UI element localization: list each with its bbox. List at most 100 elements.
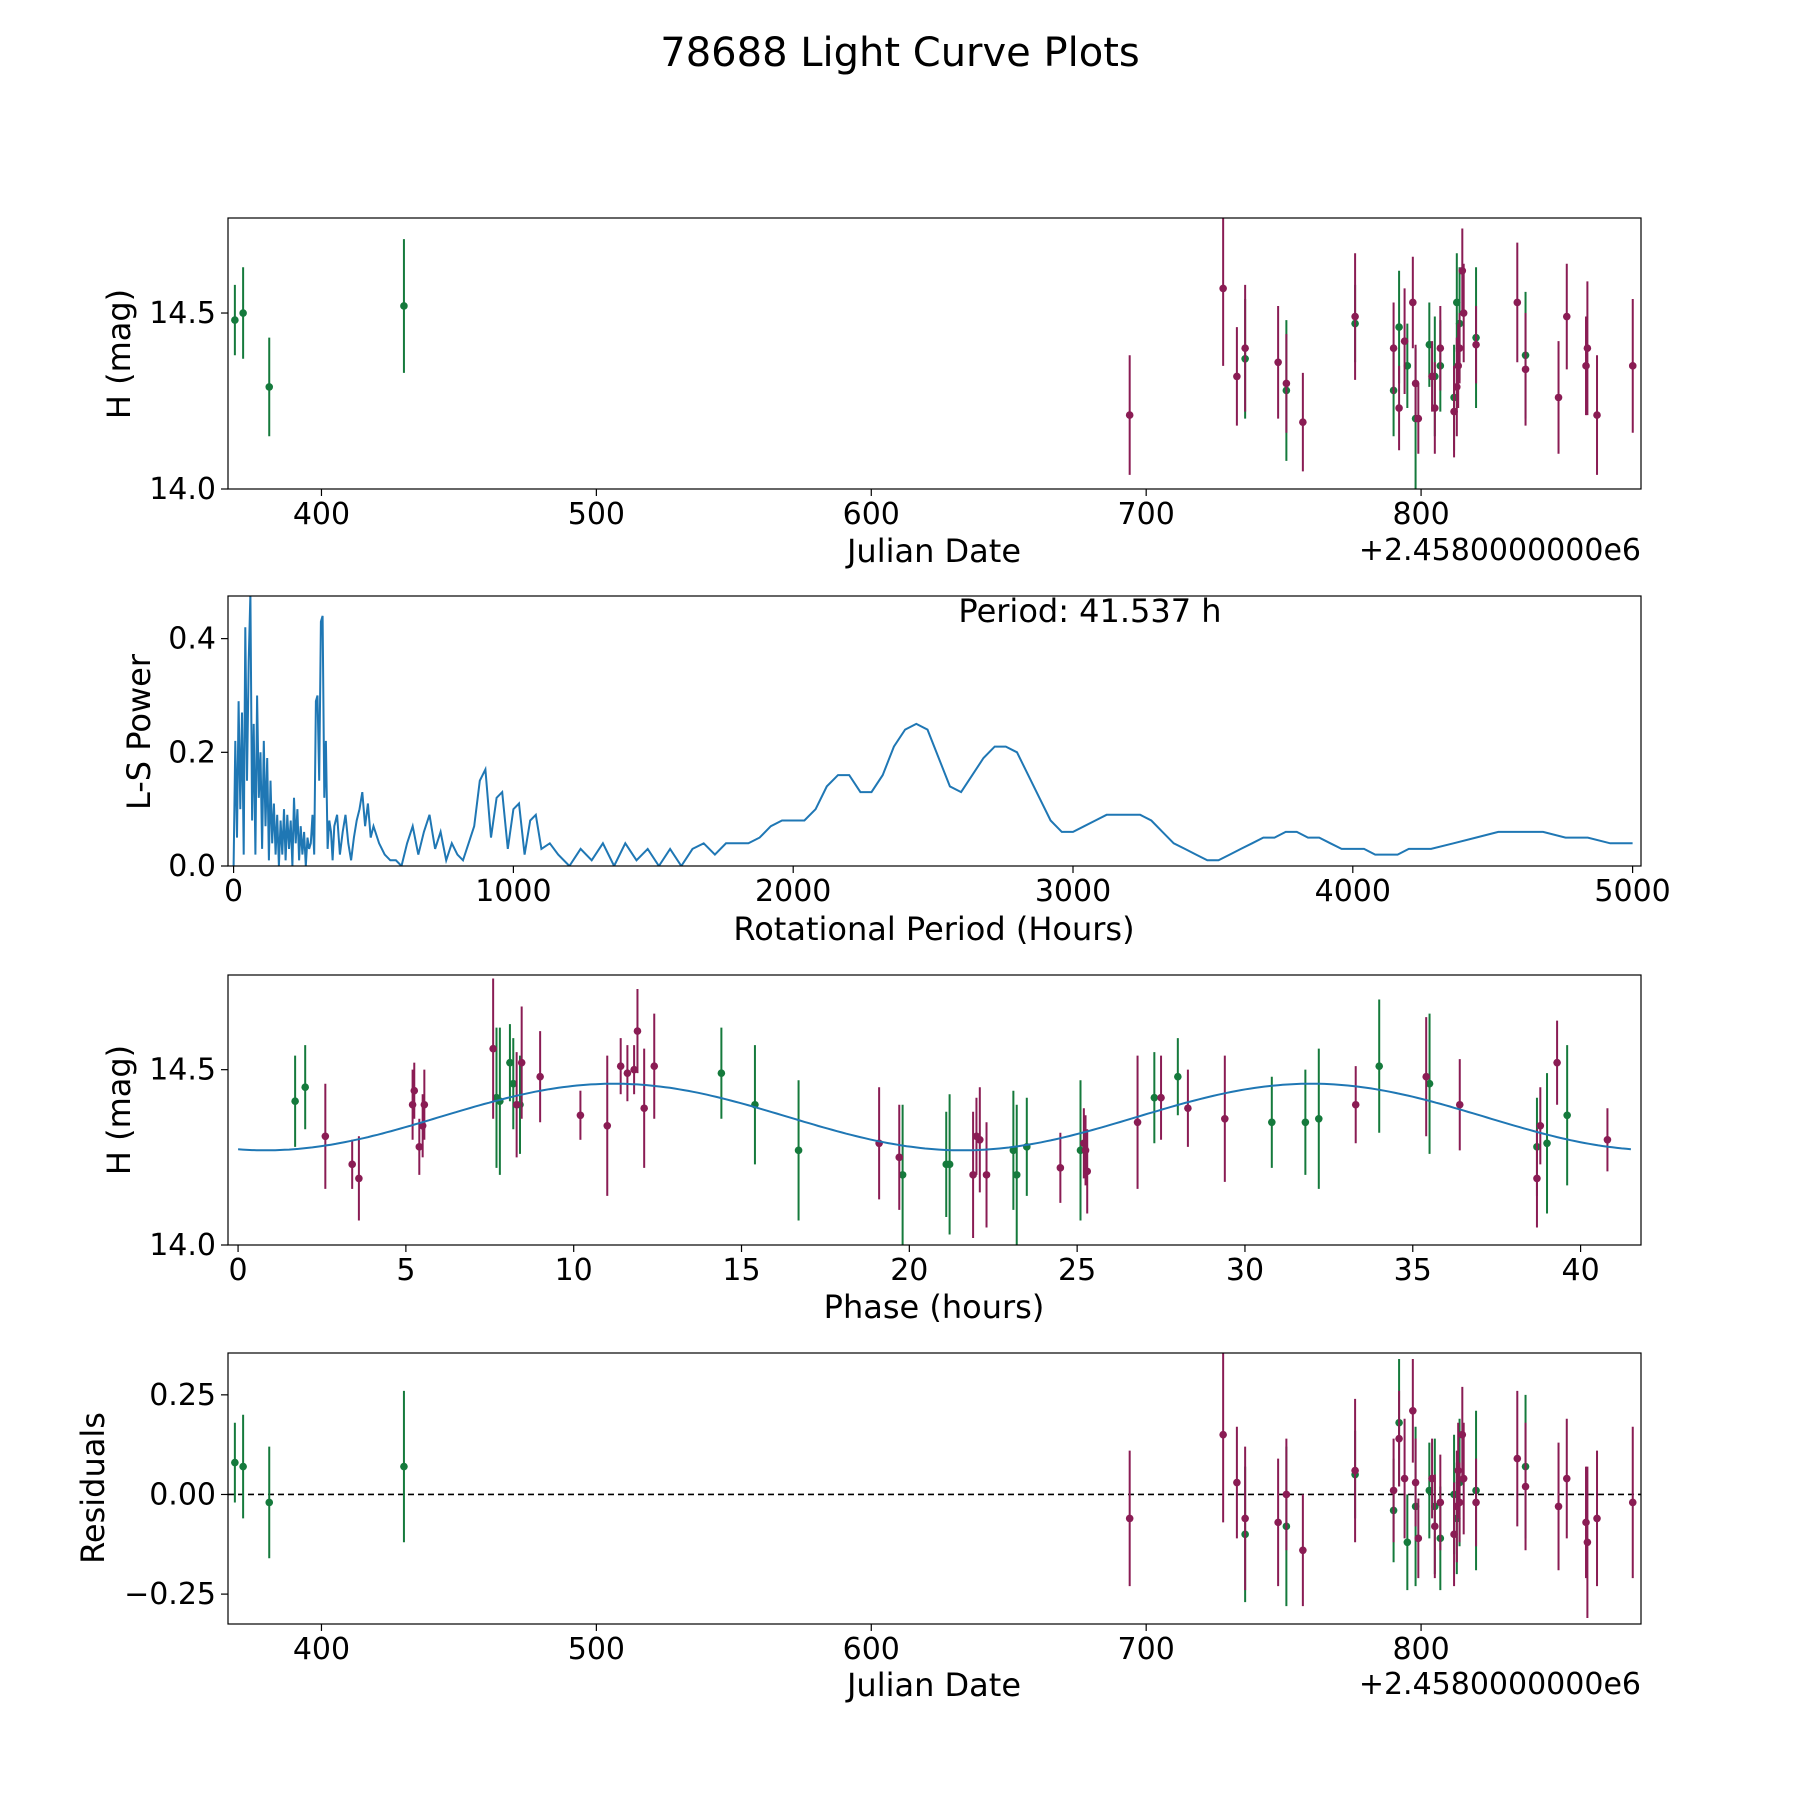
x-tick-label: 5000 (1594, 874, 1670, 909)
data-point (1422, 1072, 1430, 1081)
data-point (1299, 1546, 1307, 1555)
data-point (1375, 1062, 1384, 1070)
data-point (1436, 1498, 1445, 1507)
x-tick-label: 400 (293, 497, 350, 532)
data-point (640, 1104, 648, 1113)
data-point (291, 1097, 299, 1106)
data-point (1409, 1406, 1417, 1415)
x-tick-label: 0 (229, 1253, 248, 1288)
x-tick-label: 2000 (755, 874, 831, 909)
data-point (415, 1143, 424, 1151)
data-point (1083, 1167, 1092, 1176)
panel-periodogram: Rotational Period (Hours) L-S Power Peri… (120, 592, 1671, 948)
x-tick-label: 400 (293, 1632, 350, 1667)
x-offset-text: +2.4580000000e6 (1359, 533, 1641, 568)
data-point (1282, 379, 1291, 388)
x-tick-label: 700 (1118, 1632, 1175, 1667)
y-axis-label: H (mag) (100, 1045, 138, 1175)
data-point (1409, 298, 1417, 307)
data-point (1431, 1522, 1439, 1531)
data-point (1593, 1514, 1601, 1523)
x-tick-label: 5 (396, 1253, 415, 1288)
x-axis-label: Julian Date (845, 532, 1021, 570)
data-point (630, 1065, 638, 1074)
data-point (1603, 1136, 1612, 1144)
x-tick-label: 25 (1058, 1253, 1096, 1288)
y-tick-label: 0.2 (168, 735, 216, 770)
x-tick-label: 700 (1118, 497, 1175, 532)
data-point (348, 1160, 356, 1169)
data-point (1395, 404, 1403, 412)
data-point (231, 1458, 239, 1467)
data-point (616, 1062, 625, 1070)
data-point (1233, 1478, 1241, 1487)
data-point (400, 1462, 408, 1471)
axes-frame (227, 217, 1642, 490)
data-point (1563, 1111, 1571, 1120)
data-point (517, 1058, 526, 1067)
data-point (489, 1044, 497, 1053)
data-point (1241, 1514, 1249, 1523)
data-point (355, 1174, 363, 1183)
data-point (1389, 344, 1398, 353)
data-point (1455, 1100, 1464, 1109)
data-point (1219, 284, 1227, 293)
data-point (633, 1027, 642, 1035)
x-tick-label: 35 (1394, 1253, 1432, 1288)
power-line (232, 596, 1633, 866)
data-point (1583, 1538, 1592, 1547)
data-point (1593, 411, 1601, 419)
data-point (717, 1069, 726, 1077)
data-point (976, 1136, 984, 1144)
data-point (1582, 1518, 1590, 1527)
data-point (1455, 1498, 1464, 1507)
data-point (982, 1171, 991, 1179)
y-axis-label: L-S Power (120, 653, 158, 810)
data-point (1536, 1121, 1545, 1130)
x-tick-label: 10 (555, 1253, 593, 1288)
data-point (945, 1160, 954, 1169)
data-point (1454, 1466, 1462, 1475)
data-point (1582, 362, 1590, 370)
x-tick-label: 0 (224, 874, 243, 909)
y-tick-label: 14.5 (149, 296, 216, 331)
x-tick-label: 500 (568, 497, 625, 532)
y-tick-label: 14.5 (149, 1053, 216, 1088)
data-point (1282, 1490, 1291, 1499)
data-point (794, 1146, 803, 1155)
data-point (1241, 344, 1249, 353)
data-point (512, 1100, 521, 1109)
plot-area (228, 1353, 1641, 1619)
data-point (1472, 340, 1480, 349)
axes-frame (227, 974, 1642, 1246)
data-point (265, 1498, 274, 1507)
plot-area (231, 218, 1637, 489)
data-point (1395, 323, 1403, 331)
data-point (1411, 1478, 1420, 1487)
data-point (1562, 1474, 1571, 1483)
data-point (410, 1086, 419, 1095)
data-point (623, 1069, 632, 1077)
data-point (1233, 372, 1241, 381)
data-point (1454, 362, 1462, 370)
data-point (1554, 1502, 1563, 1511)
plot-area (232, 596, 1633, 866)
data-point (1400, 337, 1409, 345)
y-tick-label: 0.25 (149, 1378, 216, 1413)
data-point (420, 1100, 429, 1109)
data-point (1472, 1498, 1480, 1507)
data-point (1150, 1093, 1159, 1102)
data-point (1513, 1454, 1522, 1463)
x-tick-label: 800 (1392, 1632, 1449, 1667)
panel-phased: Phase (hours) H (mag) 0 5 10 15 20 25 30 35 40 14… (100, 974, 1642, 1326)
y-tick-label: 0.00 (149, 1477, 216, 1512)
data-point (895, 1153, 904, 1162)
data-point (400, 302, 408, 310)
data-point (1056, 1164, 1065, 1172)
data-point (239, 309, 247, 317)
data-point (1389, 1486, 1398, 1495)
y-tick-label: 14.0 (149, 1228, 216, 1263)
data-point (1459, 1474, 1468, 1483)
data-point (1125, 1514, 1134, 1523)
